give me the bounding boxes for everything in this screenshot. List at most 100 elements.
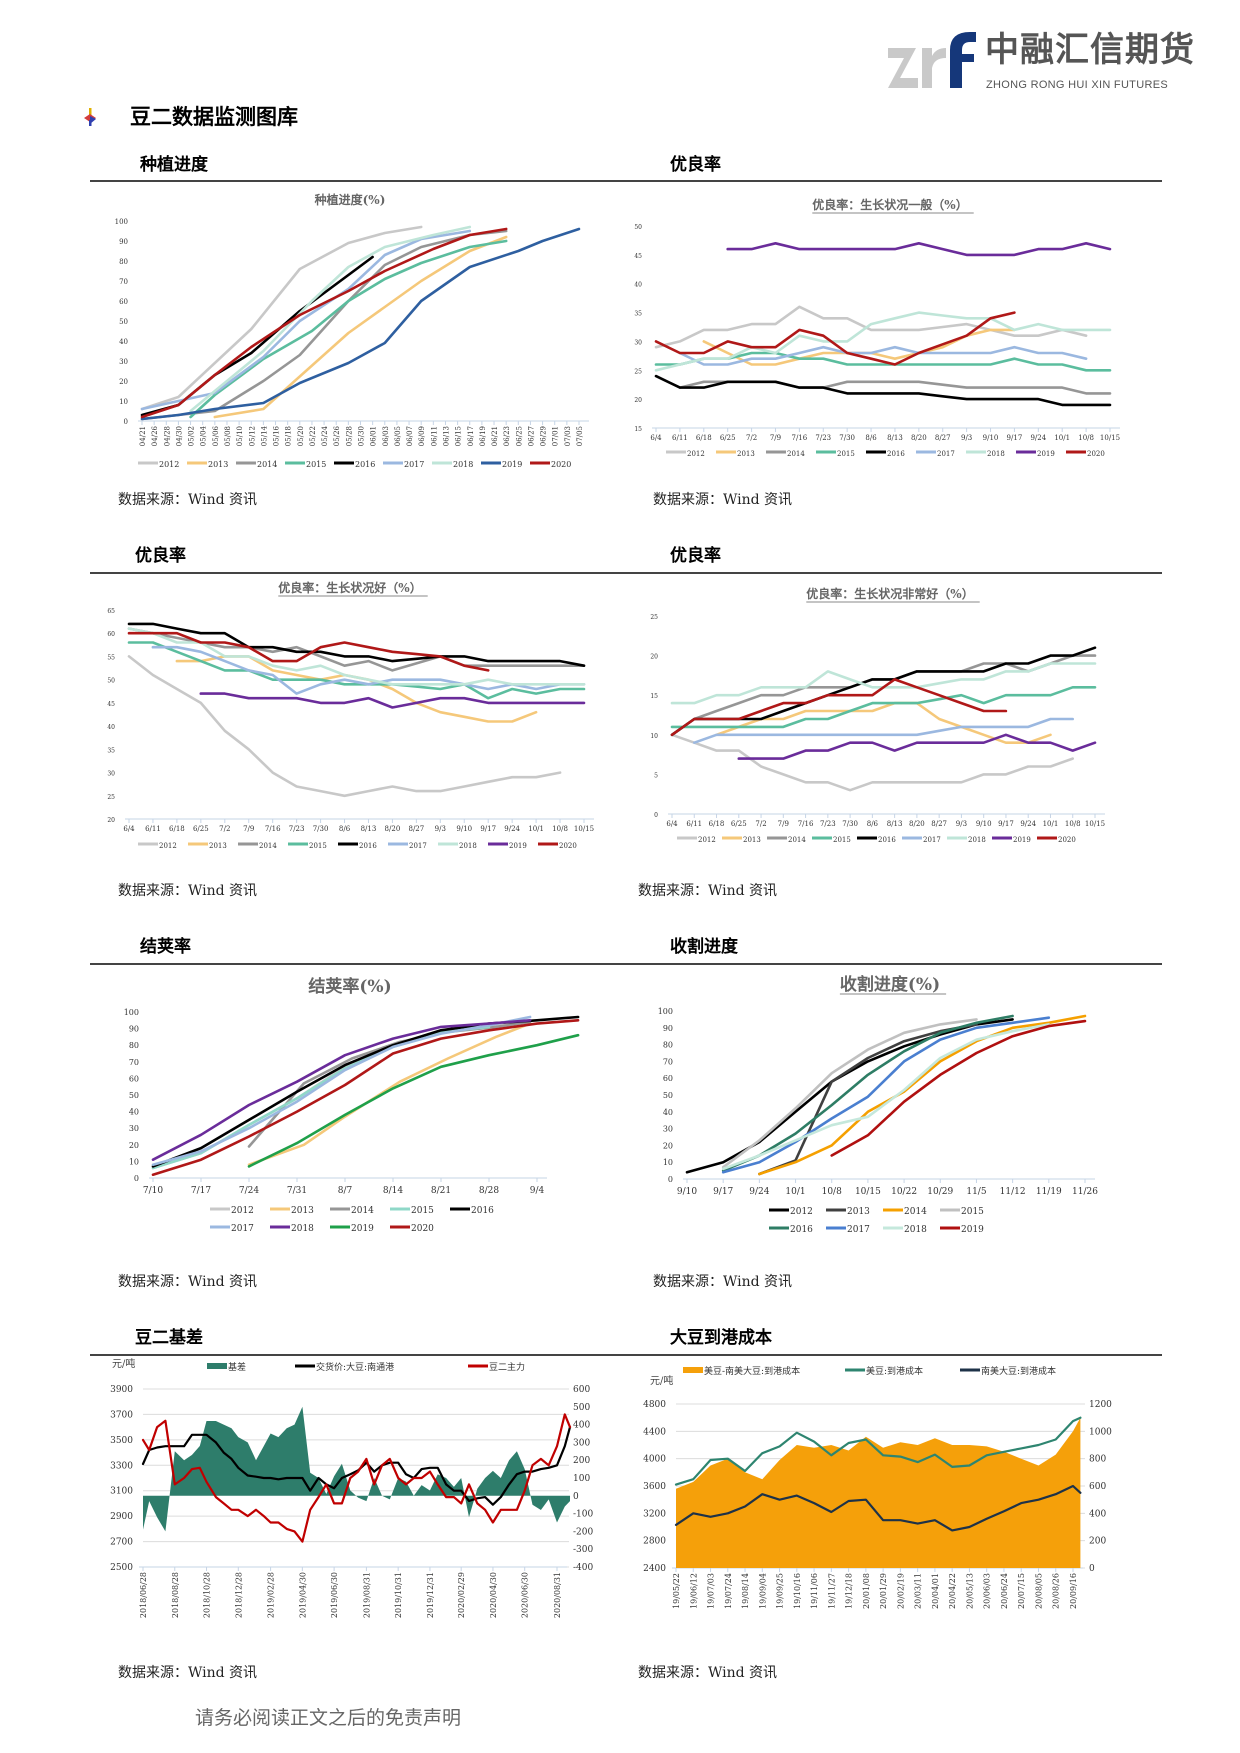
y-tick-label: 50 — [119, 318, 128, 326]
legend-label: 2020 — [1058, 836, 1076, 844]
x-tick-label: 20/08/05 — [1034, 1573, 1043, 1609]
legend-label: 2012 — [790, 1207, 813, 1217]
x-tick-label: 7/16 — [265, 825, 281, 833]
x-tick-label: 20/04/22 — [948, 1573, 957, 1609]
chart-import-cost: 元/吨 2400 2800 3200 3600 4000 4400 4800 0 200 400 60… — [630, 1350, 1170, 1650]
x-tick-label: 06/11 — [430, 426, 438, 446]
y-tick-label: 20 — [663, 1141, 673, 1150]
legend-label: 2016 — [790, 1225, 813, 1235]
x-tick-label: 05/12 — [248, 426, 256, 446]
y-tick-label: 80 — [119, 258, 128, 266]
data-source: 数据来源：Wind 资讯 — [118, 1665, 258, 1681]
y-tick-label: 40 — [634, 282, 642, 289]
x-tick-label: 06/09 — [418, 426, 426, 446]
series-line-2020 — [140, 227, 508, 419]
series-line-2012 — [685, 1018, 1014, 1174]
legend-item: 2016 — [334, 460, 375, 469]
legend-label: 2020 — [1087, 450, 1105, 458]
x-tick-label: 05/22 — [309, 426, 317, 446]
series-line-南美大豆:到港成本 — [674, 1484, 1082, 1532]
legend-label: 2016 — [355, 460, 375, 469]
legend-label: 2018 — [987, 450, 1005, 458]
legend-swatch — [207, 1363, 227, 1369]
legend-label: 2019 — [1013, 836, 1031, 844]
section-divider — [90, 963, 1162, 965]
y-tick-label: 40 — [663, 1108, 673, 1117]
section-heading-basis: 豆二基差 — [135, 1328, 203, 1348]
chart-condition-good: 优良率：生长状况好（%） 20 25 30 35 40 45 50 55 60 65 6/4 6/11 6… — [100, 570, 620, 870]
legend-label: 2014 — [788, 836, 806, 844]
legend-item: 2018 — [947, 836, 986, 844]
x-tick-label: 6/18 — [169, 825, 185, 833]
x-tick-label: 7/9 — [243, 825, 254, 833]
series-line-2016 — [654, 374, 1112, 407]
series-line-2020 — [151, 1019, 580, 1176]
y2-tick-label: -400 — [573, 1563, 593, 1573]
series-line-2014 — [758, 1014, 1087, 1176]
data-source: 数据来源：Wind 资讯 — [653, 1274, 793, 1290]
x-tick-label: 8/6 — [867, 820, 879, 828]
series-line-2020 — [670, 678, 1008, 737]
x-tick-label: 11/12 — [1000, 1187, 1026, 1197]
y-tick-label: 15 — [634, 426, 642, 433]
legend-item: 2012 — [666, 450, 705, 458]
section-heading-condition-good: 优良率 — [135, 546, 186, 566]
series-line-豆二主力 — [141, 1413, 572, 1543]
y-tick-label: 45 — [634, 253, 642, 260]
legend-label: 2012 — [687, 450, 705, 458]
x-tick-label: 05/04 — [200, 425, 208, 446]
chart-canvas: 元/吨 2500 2700 2900 3100 3300 3500 3700 3900 -400 -… — [110, 1357, 593, 1618]
y-tick-label: 100 — [115, 218, 128, 226]
x-tick-label: 2020/02/29 — [457, 1572, 466, 1618]
y-tick-label: 90 — [119, 238, 128, 246]
legend-item: 交货价:大豆:南通港 — [295, 1361, 394, 1373]
y-tick-label: 70 — [119, 278, 128, 286]
x-tick-label: 05/28 — [345, 426, 353, 446]
x-tick-label: 2020/06/30 — [521, 1572, 530, 1618]
x-tick-label: 9/17 — [480, 825, 496, 833]
legend-label: 2019 — [509, 842, 527, 850]
y-tick-label: 35 — [107, 747, 115, 754]
x-tick-label: 10/1 — [785, 1187, 805, 1197]
legend-label: 2013 — [743, 836, 761, 844]
x-tick-label: 06/23 — [503, 426, 511, 446]
y-tick-label: 2400 — [643, 1564, 666, 1574]
x-tick-label: 2019/12/31 — [426, 1572, 435, 1618]
legend-item: 2020 — [390, 1224, 434, 1234]
x-tick-label: 7/23 — [820, 820, 836, 828]
legend-label: 2012 — [231, 1206, 254, 1216]
x-tick-label: 05/26 — [333, 425, 341, 446]
x-tick-label: 2018/10/28 — [203, 1572, 212, 1618]
x-tick-label: 9/17 — [713, 1187, 733, 1197]
legend-item: 2019 — [1016, 450, 1055, 458]
y-tick-label: 35 — [634, 311, 642, 318]
legend-item: 2013 — [270, 1206, 314, 1216]
x-tick-label: 2019/04/30 — [298, 1572, 307, 1618]
legend-label: 2017 — [409, 842, 427, 850]
x-tick-label: 8/13 — [887, 820, 903, 828]
x-tick-label: 6/11 — [145, 825, 161, 833]
y-tick-label: 20 — [634, 397, 642, 404]
x-tick-label: 20/01/08 — [862, 1573, 871, 1609]
chart-canvas: 优良率：生长状况非常好（%） 0 5 10 15 20 25 6/4 6/11 6/18 6/25 7… — [650, 586, 1105, 844]
y-tick-label: 5 — [654, 772, 658, 779]
chart-title: 种植进度(%) — [314, 192, 386, 207]
y-tick-label: 40 — [129, 1108, 139, 1117]
y-tick-label: 3500 — [110, 1436, 133, 1446]
y-tick-label: 3900 — [110, 1385, 133, 1395]
legend-label: 2015 — [411, 1206, 434, 1216]
data-source: 数据来源：Wind 资讯 — [638, 883, 778, 899]
series-line-2017 — [151, 1015, 532, 1166]
y-tick-label: 80 — [663, 1041, 673, 1050]
legend-label: 2012 — [159, 460, 179, 469]
chart-planting-progress: 种植进度(%) 0 10 20 30 40 50 60 70 80 90 100 04/21 04/26 0… — [100, 180, 620, 480]
unit-label: 元/吨 — [650, 1374, 673, 1387]
legend-item: 2017 — [902, 836, 941, 844]
x-tick-label: 06/01 — [370, 426, 378, 446]
x-tick-label: 05/16 — [273, 425, 281, 446]
y-tick-label: 50 — [634, 224, 642, 231]
legend-label: 2015 — [306, 460, 326, 469]
series-line-2017 — [140, 229, 472, 411]
x-tick-label: 9/10 — [456, 825, 472, 833]
legend-item: 2012 — [769, 1207, 813, 1217]
